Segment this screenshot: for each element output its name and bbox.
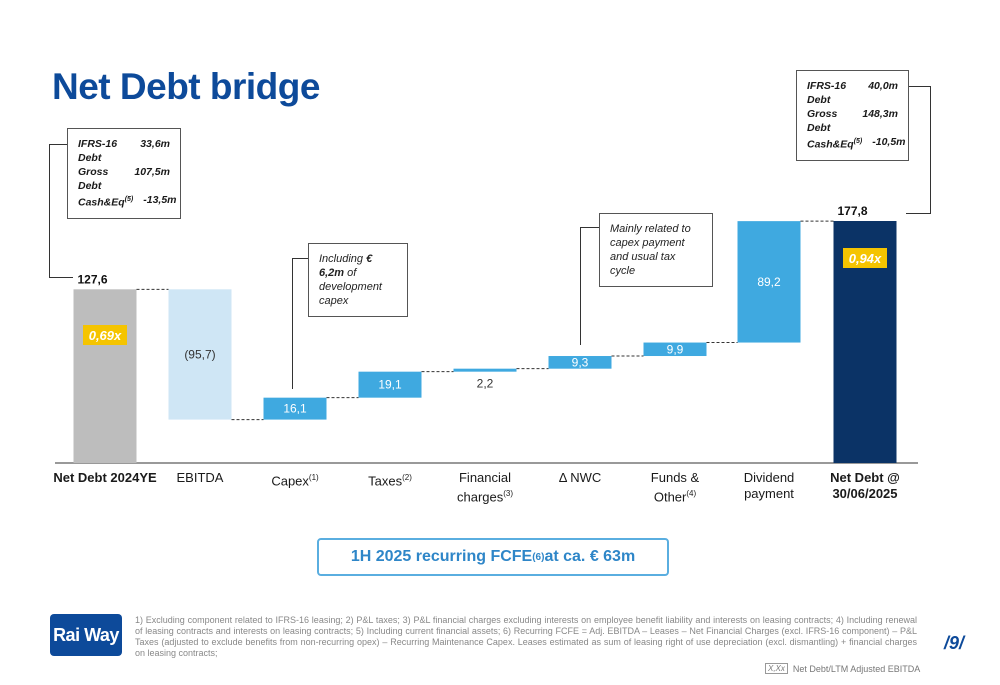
bar-2	[263, 397, 327, 420]
breakdown-label: Gross Debt	[807, 108, 838, 134]
category-label-line: 30/06/2025	[832, 486, 898, 501]
right-box-connector-foot	[906, 213, 931, 214]
left-net-debt-breakdown: IFRS-16 Debt 33,6m Gross Debt 107,5m Cash&Eq…	[67, 128, 181, 219]
footnotes: 1) Excluding component related to IFRS-1…	[135, 615, 917, 658]
category-label: Net Debt @30/06/2025	[830, 470, 900, 502]
rai-way-logo: Rai Way	[50, 614, 122, 656]
category-label-line: Net Debt @	[830, 470, 900, 485]
page-number-value: 9	[949, 633, 960, 653]
bar-value-label: 89,2	[757, 275, 781, 289]
bar-6	[643, 342, 707, 357]
bar-0	[73, 289, 137, 463]
breakdown-value: -13,5m	[143, 194, 177, 206]
breakdown-label: IFRS-16 Debt	[807, 80, 847, 106]
bar-3	[358, 371, 422, 398]
capex-callout-connector-vertical	[292, 258, 293, 389]
breakdown-row: Gross Debt 107,5m	[78, 165, 170, 193]
leverage-legend: X,Xx Net Debt/LTM Adjusted EBITDA	[765, 663, 920, 674]
bar-1	[168, 289, 232, 420]
category-label: Capex(1)	[271, 470, 318, 489]
bar-4	[453, 368, 517, 372]
category-label: Funds & Other(4)	[651, 470, 699, 505]
category-label-sup: (4)	[686, 489, 697, 498]
breakdown-value: 40,0m	[868, 80, 898, 92]
category-label: Financial charges(3)	[457, 470, 513, 505]
leverage-legend-text: Net Debt/LTM Adjusted EBITDA	[792, 663, 921, 674]
capex-callout: Including € 6,2m of development capex	[308, 243, 408, 317]
nwc-callout-text: Mainly related to capex payment and usua…	[610, 223, 691, 277]
left-box-connector	[49, 144, 67, 145]
breakdown-row: IFRS-16 Debt 33,6m	[78, 137, 170, 165]
category-label-line: Financial	[458, 470, 512, 485]
category-label-sup: (1)	[308, 473, 319, 482]
breakdown-value: -10,5m	[872, 136, 906, 148]
breakdown-label: Cash&Eq(5)	[807, 138, 863, 151]
category-label-sup: (3)	[503, 489, 514, 498]
breakdown-value: 33,6m	[140, 138, 170, 150]
breakdown-label: Cash&Eq(5)	[78, 196, 134, 209]
breakdown-label-sup: (5)	[853, 138, 863, 145]
bar-7	[737, 221, 801, 343]
breakdown-value: 107,5m	[134, 166, 170, 178]
category-label-line: payment	[744, 486, 794, 501]
breakdown-row: Cash&Eq(5) -13,5m	[78, 193, 177, 210]
category-label: Net Debt 2024YE	[53, 470, 156, 486]
leverage-badge-text: 0,94x	[849, 251, 882, 266]
right-box-connector-vertical	[930, 86, 931, 214]
bar-value-label: 19,1	[378, 378, 402, 392]
bar-value-label: (95,7)	[184, 347, 215, 361]
category-label-line: charges(3)	[456, 489, 514, 505]
category-label-line: Net Debt 2024YE	[53, 470, 157, 485]
nwc-callout: Mainly related to capex payment and usua…	[599, 213, 713, 287]
capex-callout-text: Including	[319, 253, 367, 265]
capex-callout-connector	[292, 258, 308, 259]
nwc-callout-connector-vertical	[580, 227, 581, 345]
banner-text: 1H 2025 recurring FCFE	[350, 548, 533, 565]
left-box-connector-vertical	[49, 144, 50, 278]
category-label-line: Capex(1)	[271, 473, 319, 489]
fcfe-banner: 1H 2025 recurring FCFE (6) at ca. € 63m	[317, 538, 669, 576]
breakdown-row: Gross Debt 148,3m	[807, 107, 898, 135]
breakdown-label-sup: (5)	[124, 196, 134, 203]
breakdown-row: IFRS-16 Debt 40,0m	[807, 79, 898, 107]
bar-5	[548, 356, 612, 369]
bar-value-label: 127,6	[78, 272, 108, 286]
category-label-line: Δ NWC	[558, 470, 602, 485]
left-box-connector-foot	[49, 277, 73, 278]
leverage-badge	[83, 325, 127, 345]
banner-sup: (6)	[532, 551, 545, 563]
category-label-line: Funds &	[650, 470, 700, 485]
banner-text-end: at ca. € 63m	[544, 548, 636, 565]
category-label: Δ NWC	[559, 470, 602, 486]
right-box-connector	[909, 86, 931, 87]
category-label-line: EBITDA	[176, 470, 224, 485]
leverage-badge	[843, 248, 887, 268]
breakdown-label: IFRS-16 Debt	[78, 138, 118, 164]
page-title: Net Debt bridge	[52, 66, 320, 107]
nwc-callout-connector	[580, 227, 599, 228]
category-label-sup: (2)	[402, 473, 412, 482]
category-label: EBITDA	[177, 470, 224, 486]
bar-value-label: 9,9	[667, 342, 684, 356]
right-net-debt-breakdown: IFRS-16 Debt 40,0m Gross Debt 148,3m Cash&Eq…	[796, 70, 909, 161]
breakdown-row: Cash&Eq(5) -10,5m	[807, 135, 906, 152]
capex-callout-amount: € 6,2m	[319, 253, 373, 279]
leverage-legend-symbol: X,Xx	[765, 663, 788, 674]
category-label: Taxes(2)	[368, 470, 412, 489]
bar-value-label: 177,8	[838, 204, 868, 218]
bar-value-label: 9,3	[572, 355, 589, 369]
category-label: Dividend payment	[744, 470, 795, 502]
page-number: /9/	[944, 633, 965, 653]
breakdown-value: 148,3m	[862, 108, 898, 120]
capex-callout-text-end: of development capex	[319, 267, 382, 307]
category-label-line: Taxes(2)	[368, 473, 412, 489]
leverage-badge-text: 0,69x	[89, 328, 122, 343]
bar-value-label: 2,2	[477, 377, 494, 391]
breakdown-label: Gross Debt	[78, 166, 109, 192]
category-label-line: Other(4)	[653, 489, 697, 505]
category-label-line: Dividend	[743, 470, 795, 485]
bar-value-label: 16,1	[283, 402, 307, 416]
